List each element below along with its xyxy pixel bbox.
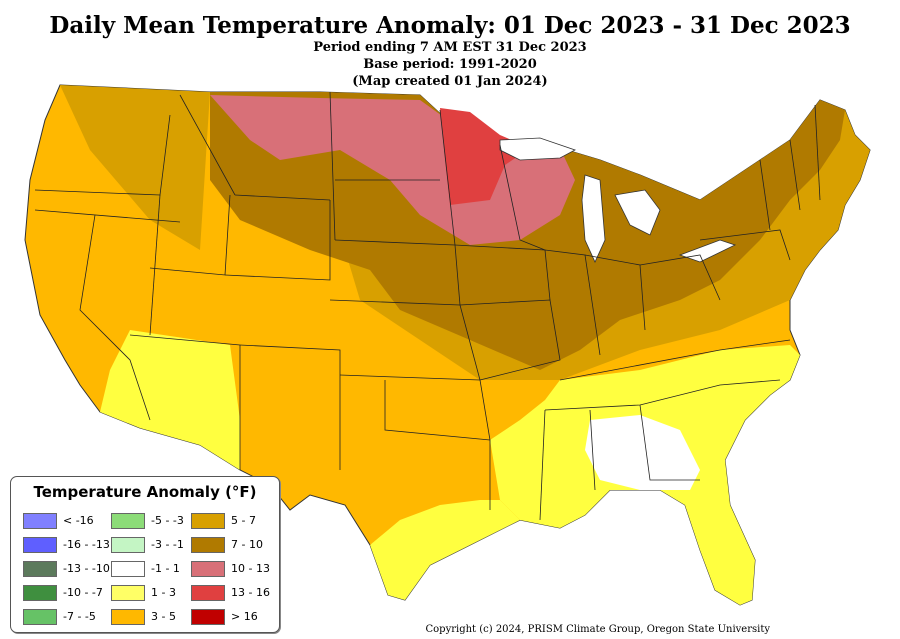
- yellow-texas-coast: [370, 500, 520, 600]
- legend-swatch: [23, 513, 57, 529]
- legend-swatch: [111, 537, 145, 553]
- lake-erie: [678, 239, 737, 263]
- legend-label: 7 - 10: [231, 538, 263, 551]
- pink-north-10-13: [210, 95, 575, 245]
- period-subtitle: Period ending 7 AM EST 31 Dec 2023: [313, 40, 587, 55]
- state-borders: [34, 91, 821, 521]
- legend-swatch: [191, 561, 225, 577]
- legend-label: > 16: [231, 610, 258, 623]
- legend-label: < -16: [63, 514, 94, 527]
- legend-label: -7 - -5: [63, 610, 96, 623]
- yellow-southwest: [100, 330, 240, 470]
- copyright-notice: Copyright (c) 2024, PRISM Climate Group,…: [425, 624, 771, 635]
- lake-michigan: [581, 174, 606, 263]
- legend-swatch: [191, 585, 225, 601]
- legend-label: -16 - -13: [63, 538, 110, 551]
- legend-swatch: [23, 561, 57, 577]
- map-title: Daily Mean Temperature Anomaly: 01 Dec 2…: [49, 12, 851, 39]
- legend-swatch: [23, 609, 57, 625]
- legend-swatch: [111, 513, 145, 529]
- legend-label: -10 - -7: [63, 586, 103, 599]
- legend-label: 13 - 16: [231, 586, 270, 599]
- legend-label: 3 - 5: [151, 610, 176, 623]
- legend: Temperature Anomaly (°F) < -16 -16 - -13…: [10, 476, 280, 633]
- legend-swatch: [111, 609, 145, 625]
- legend-label: -3 - -1: [151, 538, 184, 551]
- legend-label: -5 - -3: [151, 514, 184, 527]
- legend-label: 10 - 13: [231, 562, 270, 575]
- created-subtitle: (Map created 01 Jan 2024): [352, 74, 548, 89]
- red-minnesota-13-16: [440, 108, 530, 205]
- legend-swatch: [191, 513, 225, 529]
- legend-label: 5 - 7: [231, 514, 256, 527]
- legend-swatch: [23, 585, 57, 601]
- legend-swatch: [191, 609, 225, 625]
- legend-label: 1 - 3: [151, 586, 176, 599]
- legend-swatch: [111, 561, 145, 577]
- white-southeast: [585, 415, 700, 490]
- lake-superior: [499, 137, 576, 161]
- lake-huron: [614, 189, 661, 236]
- legend-swatch: [191, 537, 225, 553]
- legend-label: -13 - -10: [63, 562, 110, 575]
- legend-swatch: [111, 585, 145, 601]
- legend-title: Temperature Anomaly (°F): [33, 483, 257, 501]
- legend-label: -1 - 1: [151, 562, 180, 575]
- legend-swatch: [23, 537, 57, 553]
- base-period-subtitle: Base period: 1991-2020: [363, 57, 537, 72]
